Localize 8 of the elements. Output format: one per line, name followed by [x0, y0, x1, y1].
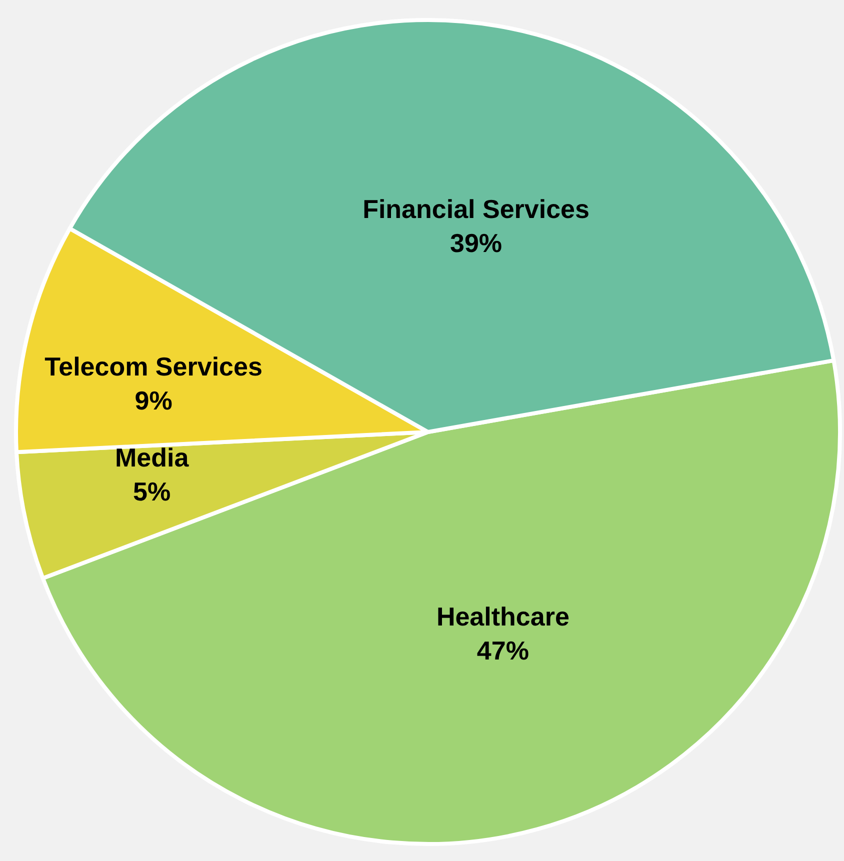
slice-label: Telecom Services	[44, 352, 262, 382]
data-label: 47%	[476, 635, 529, 666]
data-label: 9%	[134, 386, 172, 416]
data-label: 5%	[133, 476, 171, 507]
slice-label: Financial Services	[362, 194, 590, 224]
slice-label: Healthcare	[436, 601, 570, 632]
slice-label: Media	[114, 442, 190, 473]
data-label: 39%	[450, 228, 502, 258]
